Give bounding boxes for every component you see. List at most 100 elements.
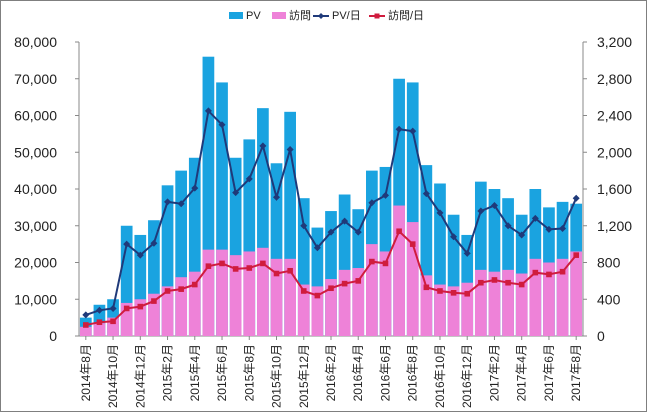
x-tick-label: 2016年10月 — [433, 344, 447, 408]
x-tick-label: 2015年4月 — [188, 344, 202, 401]
point-visits-per-day — [355, 278, 362, 284]
point-visits-per-day — [369, 258, 375, 265]
bar-pv — [270, 163, 283, 336]
bar-pv — [502, 198, 514, 336]
point-visits-per-day — [232, 266, 239, 272]
point-pv-per-day — [109, 304, 117, 312]
y-left-tick-label: 30,000 — [14, 218, 57, 234]
bar-pv — [297, 198, 310, 336]
bar-visits — [148, 293, 160, 336]
bar-pv — [216, 82, 228, 336]
point-pv-per-day — [368, 199, 376, 207]
point-pv-per-day — [164, 198, 172, 206]
y-left-tick-label: 60,000 — [14, 108, 57, 124]
x-tick-label: 2017年8月 — [569, 344, 583, 401]
point-visits-per-day — [314, 292, 321, 299]
x-tick-label: 2014年8月 — [79, 344, 93, 401]
bar-visits — [556, 258, 569, 336]
point-pv-per-day — [286, 145, 294, 153]
point-visits-per-day — [518, 281, 525, 288]
y-right-tick-label: 1,600 — [597, 181, 632, 197]
legend-label: 訪問/日 — [388, 8, 424, 22]
x-tick-label: 2014年10月 — [106, 344, 120, 408]
bar-pv — [434, 183, 446, 336]
legend-marker — [374, 13, 380, 19]
point-visits-per-day — [123, 305, 130, 312]
bar-pv — [284, 111, 296, 336]
y-right-tick-label: 400 — [597, 291, 621, 307]
x-tick-label: 2015年12月 — [297, 344, 311, 408]
point-pv-per-day — [327, 228, 335, 236]
point-visits-per-day — [546, 271, 552, 278]
point-pv-per-day — [490, 202, 498, 210]
bar-pv — [338, 194, 351, 336]
bar-pv — [406, 82, 419, 336]
point-pv-per-day — [477, 207, 485, 215]
bar-visits — [529, 258, 542, 336]
bar-pv — [161, 185, 174, 336]
point-visits-per-day — [246, 265, 253, 271]
point-pv-per-day — [232, 189, 240, 197]
y-left-tick-label: 80,000 — [14, 34, 57, 50]
point-visits-per-day — [83, 322, 89, 328]
point-visits-per-day — [559, 268, 566, 275]
point-visits-per-day — [96, 319, 103, 326]
point-pv-per-day — [422, 190, 430, 198]
x-tick-label: 2016年6月 — [378, 344, 392, 401]
bar-visits — [366, 244, 378, 336]
point-pv-per-day — [191, 184, 199, 192]
bar-visits — [488, 271, 501, 336]
point-pv-per-day — [273, 193, 281, 201]
y-left-tick-label: 10,000 — [14, 291, 57, 307]
point-pv-per-day — [245, 175, 253, 183]
bar-visits — [270, 258, 283, 336]
bar-visits — [161, 286, 174, 336]
point-visits-per-day — [110, 318, 116, 325]
legend-swatch — [229, 12, 243, 19]
bar-visits — [543, 262, 555, 336]
point-visits-per-day — [450, 290, 457, 296]
point-pv-per-day — [518, 231, 526, 239]
point-visits-per-day — [423, 284, 430, 291]
point-pv-per-day — [436, 209, 444, 217]
point-pv-per-day — [545, 225, 553, 233]
point-pv-per-day — [463, 249, 471, 257]
y-left-tick-label: 0 — [49, 328, 57, 344]
point-visits-per-day — [191, 281, 198, 288]
bar-pv — [148, 220, 160, 336]
bar-visits — [216, 249, 228, 336]
point-pv-per-day — [572, 194, 580, 202]
point-pv-per-day — [150, 239, 158, 247]
point-pv-per-day — [354, 228, 362, 236]
bar-visits — [79, 326, 92, 336]
bar-visits — [474, 269, 487, 336]
bar-pv — [202, 56, 215, 336]
y-right-tick-label: 800 — [597, 255, 621, 271]
x-tick-label: 2015年10月 — [270, 344, 284, 408]
bar-pv — [488, 189, 501, 336]
bar-visits — [325, 279, 337, 336]
point-pv-per-day — [177, 200, 185, 208]
point-visits-per-day — [328, 285, 334, 292]
bar-visits — [257, 247, 269, 336]
point-pv-per-day — [559, 225, 567, 233]
bar-visits — [570, 251, 583, 336]
y-left-tick-label: 40,000 — [14, 181, 57, 197]
point-visits-per-day — [287, 267, 293, 274]
point-pv-per-day — [531, 214, 539, 222]
point-visits-per-day — [178, 286, 184, 292]
bar-visits — [311, 286, 324, 336]
bar-visits — [515, 273, 528, 336]
point-visits-per-day — [478, 279, 484, 286]
point-pv-per-day — [504, 222, 512, 230]
bar-pv — [257, 108, 269, 337]
bar-pv — [175, 170, 188, 336]
point-visits-per-day — [532, 269, 539, 276]
y-right-tick-label: 1,200 — [597, 218, 632, 234]
point-visits-per-day — [396, 228, 402, 235]
point-visits-per-day — [219, 260, 225, 267]
point-visits-per-day — [300, 288, 307, 294]
point-pv-per-day — [450, 233, 458, 241]
